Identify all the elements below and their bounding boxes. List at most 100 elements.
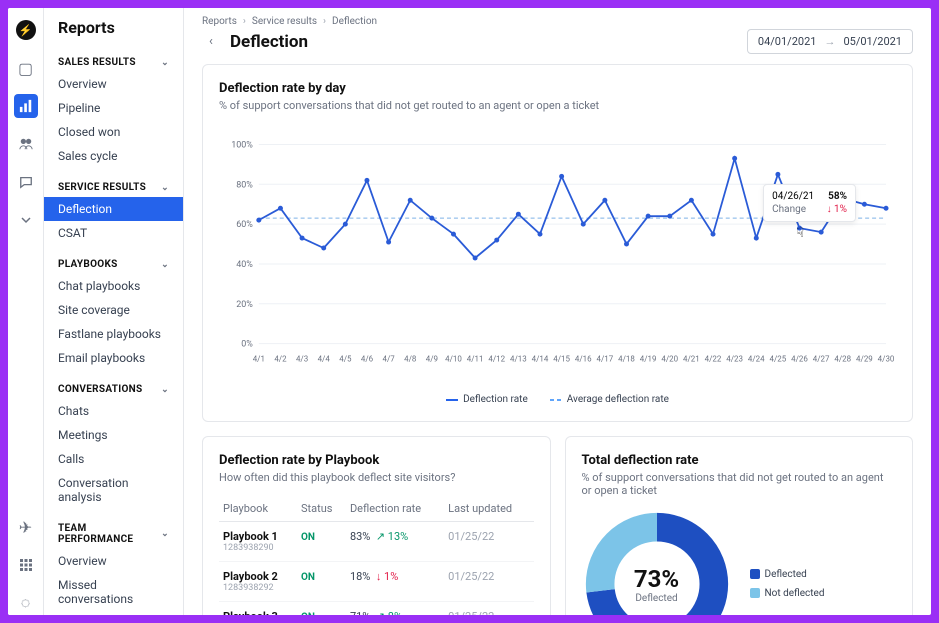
app-shell: ⚡ ▢ ✈ ◌ Reports SALES RESULTS⌄OverviewPi… (8, 8, 931, 615)
svg-text:4/15: 4/15 (553, 355, 570, 364)
svg-text:4/4: 4/4 (318, 355, 331, 364)
sidebar-title: Reports (44, 18, 183, 51)
breadcrumb: Reports›Service results›Deflection (184, 8, 931, 27)
rail-icon-help[interactable]: ◌ (14, 591, 38, 615)
main: Reports›Service results›Deflection ‹ Def… (184, 8, 931, 615)
tooltip-date: 04/26/21 (772, 191, 814, 202)
breadcrumb-item[interactable]: Reports (202, 16, 237, 27)
sidebar-item[interactable]: Missed conversations (44, 573, 183, 611)
rail-icon-chat[interactable] (14, 170, 38, 194)
sidebar-item[interactable]: CSAT (44, 221, 183, 245)
grid-icon (20, 559, 32, 571)
donut-value: 73% (634, 565, 679, 593)
sidebar-section-head[interactable]: SALES RESULTS⌄ (44, 51, 183, 72)
svg-text:4/11: 4/11 (467, 355, 484, 364)
svg-text:60%: 60% (236, 220, 253, 230)
icon-rail: ⚡ ▢ ✈ ◌ (8, 8, 44, 615)
rail-icon-reports[interactable] (14, 94, 38, 118)
sidebar-item[interactable]: Chats (44, 399, 183, 423)
svg-text:4/9: 4/9 (426, 355, 438, 364)
table-row[interactable]: Playbook 11283938290ON83% ↗ 13%01/25/22 (219, 522, 534, 562)
svg-text:4/12: 4/12 (488, 355, 505, 364)
table-row[interactable]: Playbook 3ON71% ↗ 8%01/25/22 (219, 602, 534, 616)
sidebar-section-head[interactable]: TEAM PERFORMANCE⌄ (44, 517, 183, 549)
table-row[interactable]: Playbook 21283938292ON18% ↓ 1%01/25/22 (219, 562, 534, 602)
sidebar-section-head[interactable]: CONVERSATIONS⌄ (44, 378, 183, 399)
line-chart: 0%20%40%60%80%100%4/14/24/34/44/54/64/74… (219, 124, 896, 384)
donut-center: 73% Deflected (582, 509, 732, 615)
date-from: 04/01/2021 (758, 35, 817, 48)
back-button[interactable]: ‹ (202, 33, 220, 51)
sidebar-item[interactable]: Chat playbooks (44, 274, 183, 298)
tooltip-value: 58% (828, 191, 847, 202)
rail-icon-briefcase[interactable]: ▢ (14, 56, 38, 80)
table-header: Status (297, 496, 346, 522)
svg-text:4/5: 4/5 (339, 355, 352, 364)
sidebar-item[interactable]: Email playbooks (44, 346, 183, 370)
sidebar-item[interactable]: Fastlane playbooks (44, 322, 183, 346)
tooltip-change: ↓ 1% (827, 204, 847, 215)
sidebar-section-head[interactable]: SERVICE RESULTS⌄ (44, 176, 183, 197)
rail-icon-people[interactable] (14, 132, 38, 156)
date-range-picker[interactable]: 04/01/2021 → 05/01/2021 (747, 29, 913, 54)
donut-label: Deflected (635, 593, 677, 604)
svg-text:4/26: 4/26 (791, 355, 808, 364)
svg-text:4/18: 4/18 (618, 355, 635, 364)
donut-legend: Deflected Not deflected (750, 569, 825, 599)
legend-swatch-avg (550, 399, 562, 401)
svg-text:4/23: 4/23 (726, 355, 743, 364)
svg-text:4/24: 4/24 (748, 355, 765, 364)
svg-text:4/8: 4/8 (404, 355, 417, 364)
svg-text:4/30: 4/30 (878, 355, 895, 364)
chat-icon (19, 175, 33, 189)
svg-text:4/13: 4/13 (510, 355, 527, 364)
sidebar-item[interactable]: Overview (44, 72, 183, 96)
sidebar-item[interactable]: Site coverage (44, 298, 183, 322)
svg-text:4/16: 4/16 (575, 355, 592, 364)
svg-text:4/19: 4/19 (640, 355, 657, 364)
svg-text:4/7: 4/7 (382, 355, 395, 364)
sidebar-item[interactable]: Conversation analysis (44, 471, 183, 509)
donut-title: Total deflection rate (582, 453, 897, 468)
sidebar-item[interactable]: Pipeline (44, 96, 183, 120)
svg-text:4/10: 4/10 (445, 355, 462, 364)
chevron-down-icon (21, 215, 31, 225)
svg-text:4/25: 4/25 (770, 355, 787, 364)
sidebar-item[interactable]: Overview (44, 549, 183, 573)
svg-text:4/27: 4/27 (813, 355, 830, 364)
sidebar-item[interactable]: Sales usage (44, 611, 183, 615)
sidebar-item[interactable]: Deflection (44, 197, 183, 221)
sidebar-item[interactable]: Calls (44, 447, 183, 471)
svg-text:4/6: 4/6 (361, 355, 374, 364)
sidebar-section-head[interactable]: PLAYBOOKS⌄ (44, 253, 183, 274)
donut-card: Total deflection rate % of support conve… (565, 436, 914, 615)
svg-text:4/1: 4/1 (253, 355, 265, 364)
logo[interactable]: ⚡ (14, 18, 38, 42)
rail-icon-rocket[interactable]: ✈ (14, 515, 38, 539)
sidebar-item[interactable]: Meetings (44, 423, 183, 447)
svg-text:4/17: 4/17 (597, 355, 614, 364)
legend-deflected: Deflected (750, 569, 825, 580)
svg-text:4/2: 4/2 (274, 355, 287, 364)
page-title: Deflection (230, 32, 308, 52)
rail-icon-apps[interactable] (14, 553, 38, 577)
table-header: Playbook (219, 496, 297, 522)
table-header: Deflection rate (346, 496, 444, 522)
chart-subtitle: % of support conversations that did not … (219, 99, 896, 112)
bottom-row: Deflection rate by Playbook How often di… (202, 436, 913, 615)
svg-text:4/29: 4/29 (856, 355, 873, 364)
arrow-right-icon: → (824, 35, 835, 48)
chart-title: Deflection rate by day (219, 81, 896, 96)
sidebar-item[interactable]: Sales cycle (44, 144, 183, 168)
breadcrumb-item[interactable]: Deflection (332, 16, 377, 27)
chart-wrap: 0%20%40%60%80%100%4/14/24/34/44/54/64/74… (219, 124, 896, 388)
svg-text:4/22: 4/22 (705, 355, 722, 364)
rail-icon-collapse[interactable] (14, 208, 38, 232)
legend-swatch-series (446, 399, 458, 401)
bar-chart-icon (19, 99, 33, 113)
legend-not-deflected: Not deflected (750, 588, 825, 599)
breadcrumb-item[interactable]: Service results (252, 16, 317, 27)
svg-text:4/20: 4/20 (661, 355, 678, 364)
svg-text:4/28: 4/28 (834, 355, 851, 364)
sidebar-item[interactable]: Closed won (44, 120, 183, 144)
